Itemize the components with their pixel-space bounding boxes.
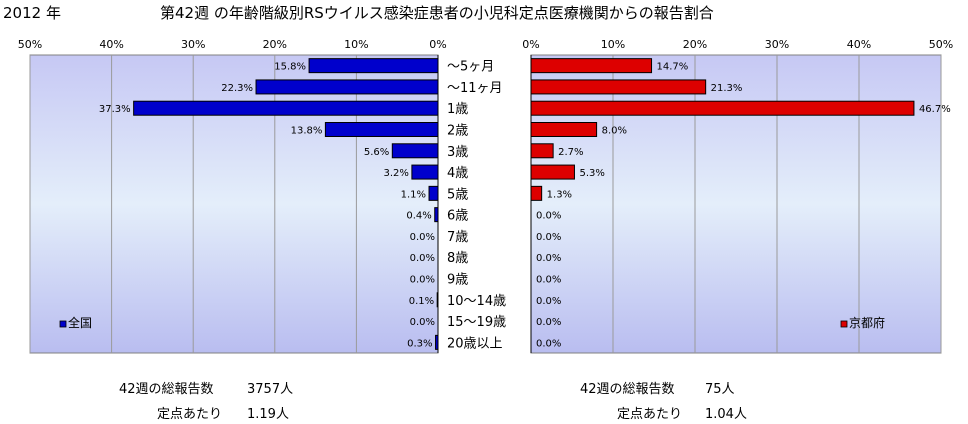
- national-legend-label: 全国: [68, 315, 92, 330]
- kyoto-tick-label: 40%: [847, 38, 871, 51]
- national-tick-label: 40%: [99, 38, 123, 51]
- national-bar: [436, 292, 439, 308]
- national-data-label: 13.8%: [291, 126, 323, 137]
- category-label: ～11ヶ月: [447, 81, 503, 96]
- kyoto-bar: [530, 122, 598, 137]
- national-legend: 全国: [59, 315, 92, 330]
- kyoto-data-label: 0.0%: [536, 338, 561, 349]
- kyoto-reports-label: 42週の総報告数: [580, 382, 675, 397]
- kyoto-tick-label: 50%: [929, 38, 953, 51]
- kyoto-tick-label: 10%: [601, 38, 625, 51]
- kyoto-data-label: 46.7%: [919, 104, 951, 115]
- national-per-site-value: 1.19人: [247, 407, 289, 422]
- national-bar: [428, 185, 439, 201]
- chart-title: 第42週 の年齢階級別RSウイルス感染症患者の小児科定点医療機関からの報告割合: [160, 4, 714, 22]
- kyoto-data-label: 21.3%: [711, 83, 743, 94]
- kyoto-legend-label: 京都府: [849, 315, 885, 330]
- national-data-label: 37.3%: [99, 104, 131, 115]
- year-label: 2012 年: [3, 4, 61, 22]
- national-bar: [434, 207, 439, 223]
- national-bar: [324, 122, 439, 137]
- national-data-label: 0.0%: [410, 275, 435, 286]
- kyoto-bar: [530, 164, 575, 180]
- national-data-label: 0.0%: [410, 232, 435, 243]
- kyoto-data-label: 2.7%: [558, 147, 583, 158]
- kyoto-reports-value: 75人: [705, 382, 735, 397]
- national-data-label: 22.3%: [221, 83, 253, 94]
- national-data-label: 15.8%: [274, 62, 306, 73]
- kyoto-bar: [530, 100, 915, 116]
- category-label: 20歳以上: [447, 336, 503, 351]
- national-bar: [435, 334, 439, 350]
- kyoto-plot-area: [530, 54, 942, 354]
- national-bar: [308, 58, 439, 74]
- category-label: 3歳: [447, 145, 468, 160]
- national-bar: [133, 100, 439, 116]
- category-label: 6歳: [447, 209, 468, 224]
- national-data-label: 0.0%: [410, 253, 435, 264]
- national-tick-label: 0%: [429, 38, 446, 51]
- category-label: 2歳: [447, 124, 468, 139]
- national-tick-label: 10%: [344, 38, 368, 51]
- kyoto-bar: [530, 143, 554, 159]
- kyoto-tick-label: 20%: [683, 38, 707, 51]
- kyoto-data-label: 0.0%: [536, 232, 561, 243]
- national-bar: [391, 143, 439, 159]
- national-legend-swatch: [59, 320, 67, 328]
- national-reports-value: 3757人: [247, 382, 294, 397]
- national-plot-area: [29, 54, 439, 354]
- national-data-label: 0.4%: [406, 211, 431, 222]
- national-data-label: 0.0%: [410, 317, 435, 328]
- national-bar: [411, 164, 439, 180]
- kyoto-data-label: 0.0%: [536, 296, 561, 307]
- national-data-label: 1.1%: [401, 189, 426, 200]
- kyoto-plot: 0% 10% 20% 30% 40% 50% 14.7% 21.3% 46.7% 8.0% 2.7%…: [522, 38, 953, 354]
- national-data-label: 0.1%: [409, 296, 434, 307]
- kyoto-legend: 京都府: [840, 315, 885, 330]
- kyoto-tick-label: 30%: [765, 38, 789, 51]
- national-plot: 50% 40% 30% 20% 10% 0% 15.8% 22.3% 37.3% 13.8% 5.6…: [18, 38, 447, 354]
- national-per-site-label: 定点あたり: [157, 407, 223, 422]
- category-label: 4歳: [447, 166, 468, 181]
- national-tick-label: 20%: [263, 38, 287, 51]
- kyoto-data-label: 0.0%: [536, 317, 561, 328]
- national-data-label: 0.3%: [407, 338, 432, 349]
- kyoto-tick-label: 0%: [522, 38, 539, 51]
- kyoto-data-label: 0.0%: [536, 275, 561, 286]
- national-bar: [255, 79, 439, 95]
- category-label: 15～19歳: [447, 315, 506, 330]
- kyoto-bar: [530, 58, 653, 74]
- kyoto-bar: [530, 185, 543, 201]
- kyoto-bar: [530, 79, 707, 95]
- kyoto-per-site-label: 定点あたり: [617, 407, 683, 422]
- national-reports-label: 42週の総報告数: [119, 382, 214, 397]
- national-tick-label: 50%: [18, 38, 42, 51]
- kyoto-data-label: 0.0%: [536, 253, 561, 264]
- kyoto-data-label: 1.3%: [547, 189, 572, 200]
- category-label: ～5ヶ月: [447, 60, 494, 75]
- category-label: 5歳: [447, 187, 468, 202]
- kyoto-legend-swatch: [840, 320, 848, 328]
- category-label: 7歳: [447, 230, 468, 245]
- category-label: 8歳: [447, 251, 468, 266]
- category-label: 10～14歳: [447, 294, 506, 309]
- national-data-label: 3.2%: [383, 168, 408, 179]
- category-label: 9歳: [447, 273, 468, 288]
- kyoto-data-label: 14.7%: [657, 62, 689, 73]
- national-data-label: 5.6%: [364, 147, 389, 158]
- category-labels: ～5ヶ月 ～11ヶ月 1歳 2歳 3歳 4歳 5歳 6歳 7歳 8歳 9歳 10～14歳 15～19歳 2…: [447, 60, 506, 352]
- kyoto-data-label: 0.0%: [536, 211, 561, 222]
- kyoto-data-label: 5.3%: [579, 168, 604, 179]
- category-label: 1歳: [447, 102, 468, 117]
- kyoto-per-site-value: 1.04人: [705, 407, 747, 422]
- national-tick-label: 30%: [181, 38, 205, 51]
- kyoto-data-label: 8.0%: [602, 126, 627, 137]
